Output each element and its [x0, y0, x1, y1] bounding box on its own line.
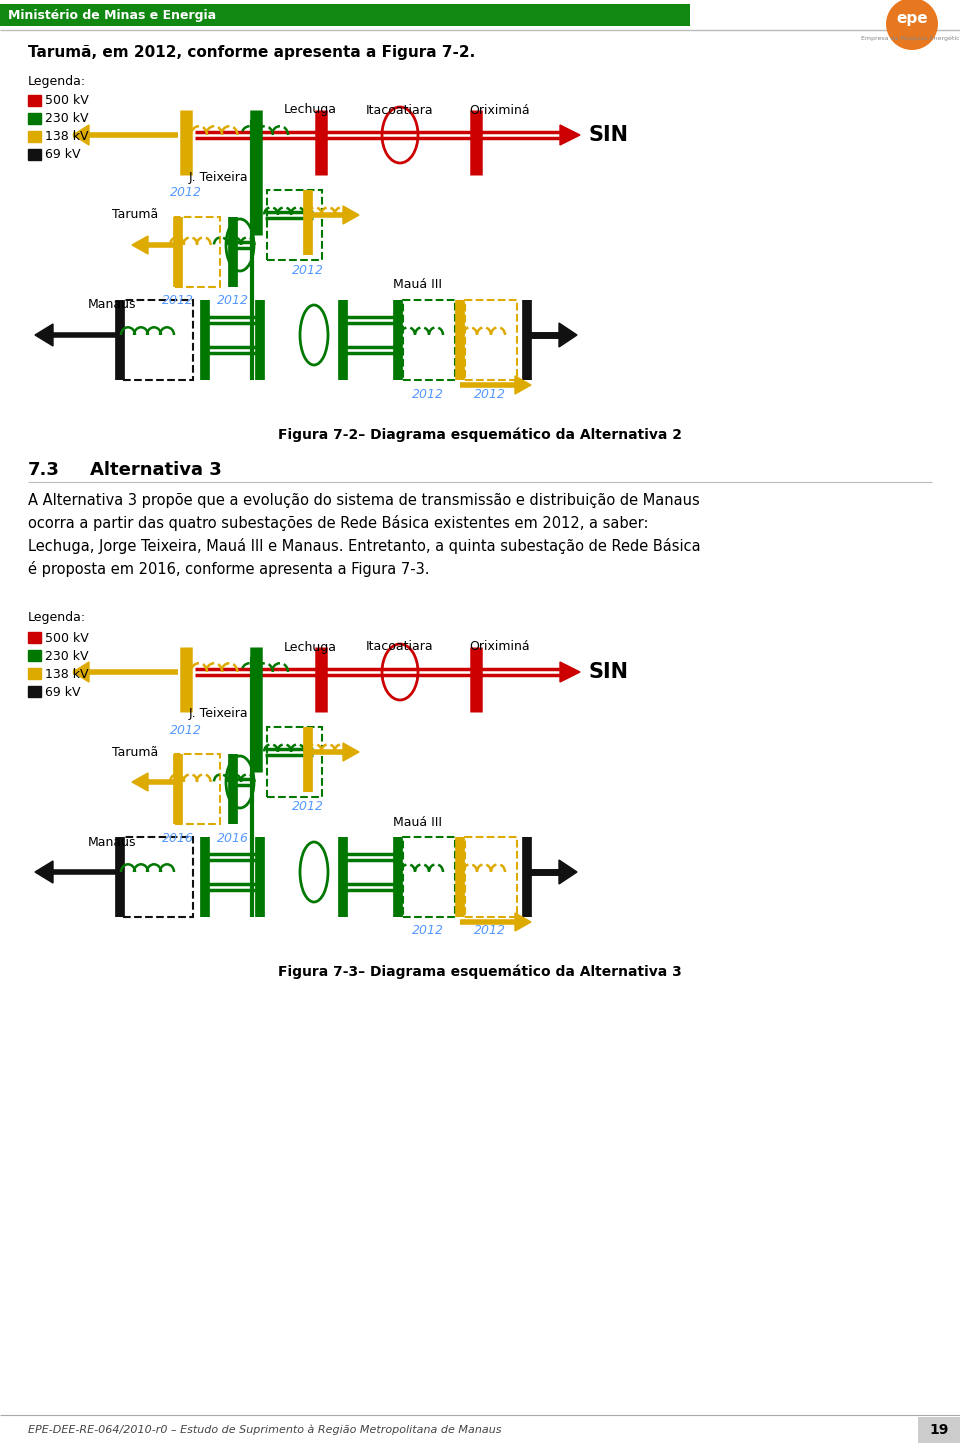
Text: epe: epe	[897, 10, 927, 26]
Bar	[267, 190, 322, 260]
Polygon shape	[35, 325, 53, 346]
Bar	[175, 755, 220, 824]
Text: 2012: 2012	[292, 801, 324, 814]
Text: Manaus: Manaus	[87, 299, 136, 312]
Text: Itacoatiara: Itacoatiara	[366, 641, 434, 654]
Polygon shape	[73, 126, 89, 144]
Text: 138 kV: 138 kV	[45, 130, 88, 143]
Text: 2012: 2012	[170, 186, 202, 199]
Text: ocorra a partir das quatro subestações de Rede Básica existentes em 2012, a sabe: ocorra a partir das quatro subestações d…	[28, 515, 649, 531]
Bar	[28, 131, 41, 141]
Bar	[918, 1417, 960, 1443]
Text: Manaus: Manaus	[87, 835, 136, 848]
Polygon shape	[343, 206, 359, 224]
Polygon shape	[560, 126, 580, 144]
Bar	[28, 685, 41, 697]
Text: 2012: 2012	[162, 294, 194, 307]
Polygon shape	[559, 860, 577, 885]
Bar	[28, 668, 41, 680]
Text: Mauá III: Mauá III	[393, 815, 442, 828]
Bar	[267, 727, 322, 797]
Text: Mauá III: Mauá III	[393, 278, 442, 291]
Bar	[123, 300, 193, 380]
Text: Tarumã, em 2012, conforme apresenta a Figura 7-2.: Tarumã, em 2012, conforme apresenta a Fi…	[28, 45, 475, 59]
Text: 19: 19	[929, 1423, 948, 1437]
Text: Alternativa 3: Alternativa 3	[90, 460, 222, 479]
Text: J. Teixeira: J. Teixeira	[188, 707, 248, 720]
Text: Legenda:: Legenda:	[28, 612, 86, 625]
Text: 230 kV: 230 kV	[45, 113, 88, 126]
Bar	[175, 216, 220, 287]
Text: Oriximiná: Oriximiná	[469, 104, 530, 117]
Text: 2012: 2012	[474, 925, 506, 938]
Bar	[403, 300, 455, 380]
Text: SIN: SIN	[588, 662, 628, 683]
Text: SIN: SIN	[588, 126, 628, 144]
Text: Itacoatiara: Itacoatiara	[366, 104, 434, 117]
Text: 2012: 2012	[412, 388, 444, 401]
Polygon shape	[560, 662, 580, 683]
Text: Legenda:: Legenda:	[28, 75, 86, 88]
Text: J. Teixeira: J. Teixeira	[188, 170, 248, 183]
Text: Tarumã: Tarumã	[112, 746, 158, 759]
Bar	[0, 4, 690, 26]
Text: 230 kV: 230 kV	[45, 649, 88, 662]
Text: 138 kV: 138 kV	[45, 668, 88, 681]
Text: EPE-DEE-RE-064/2010-r0 – Estudo de Suprimento à Região Metropolitana de Manaus: EPE-DEE-RE-064/2010-r0 – Estudo de Supri…	[28, 1424, 501, 1436]
Text: Lechuga: Lechuga	[283, 104, 337, 117]
Text: Tarumã: Tarumã	[112, 208, 158, 221]
Text: Figura 7-2– Diagrama esquemático da Alternativa 2: Figura 7-2– Diagrama esquemático da Alte…	[278, 427, 682, 442]
Text: 2012: 2012	[217, 294, 249, 307]
Text: 2016: 2016	[162, 831, 194, 844]
Text: Figura 7-3– Diagrama esquemático da Alternativa 3: Figura 7-3– Diagrama esquemático da Alte…	[278, 965, 682, 980]
Bar	[403, 837, 455, 916]
Polygon shape	[132, 773, 148, 791]
Text: 2012: 2012	[474, 388, 506, 401]
Polygon shape	[559, 323, 577, 346]
Bar	[28, 95, 41, 105]
Polygon shape	[515, 913, 531, 931]
Text: 500 kV: 500 kV	[45, 632, 88, 645]
Text: Lechuga, Jorge Teixeira, Mauá III e Manaus. Entretanto, a quinta subestação de R: Lechuga, Jorge Teixeira, Mauá III e Mana…	[28, 538, 701, 554]
Text: 2016: 2016	[217, 831, 249, 844]
Bar	[123, 837, 193, 916]
Text: Oriximiná: Oriximiná	[469, 641, 530, 654]
Polygon shape	[35, 861, 53, 883]
Polygon shape	[73, 662, 89, 683]
Polygon shape	[132, 237, 148, 254]
Text: 7.3: 7.3	[28, 460, 60, 479]
Text: 69 kV: 69 kV	[45, 149, 81, 162]
Text: 69 kV: 69 kV	[45, 685, 81, 698]
Text: é proposta em 2016, conforme apresenta a Figura 7-3.: é proposta em 2016, conforme apresenta a…	[28, 561, 429, 577]
Text: A Alternativa 3 propõe que a evolução do sistema de transmissão e distribuição d: A Alternativa 3 propõe que a evolução do…	[28, 492, 700, 508]
Polygon shape	[343, 743, 359, 760]
Text: 2012: 2012	[292, 264, 324, 277]
Text: Empresa de Pesquisa Energética: Empresa de Pesquisa Energética	[861, 35, 960, 40]
Text: Ministério de Minas e Energia: Ministério de Minas e Energia	[8, 9, 216, 22]
Text: Lechuga: Lechuga	[283, 641, 337, 654]
Bar	[465, 300, 517, 380]
Text: 500 kV: 500 kV	[45, 94, 88, 107]
Bar	[28, 113, 41, 124]
Bar	[28, 649, 41, 661]
Bar	[28, 149, 41, 160]
Circle shape	[886, 0, 938, 51]
Bar	[465, 837, 517, 916]
Text: 2012: 2012	[170, 723, 202, 736]
Text: 2012: 2012	[412, 925, 444, 938]
Polygon shape	[515, 377, 531, 394]
Bar	[28, 632, 41, 644]
